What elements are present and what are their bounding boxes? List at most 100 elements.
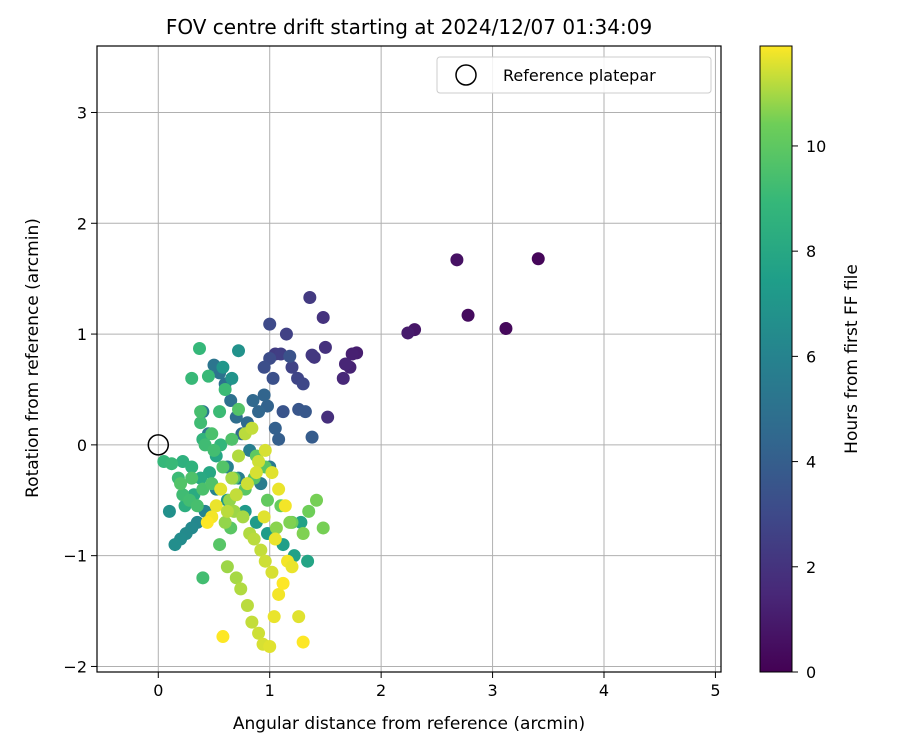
data-point: [279, 327, 293, 341]
data-point: [461, 308, 475, 322]
data-point: [276, 405, 290, 419]
data-point: [316, 521, 330, 535]
colorbar-label: Hours from first FF file: [842, 264, 862, 454]
data-point: [316, 310, 330, 324]
y-tick-label: 3: [77, 103, 87, 122]
colorbar-tick-label: 0: [806, 663, 816, 682]
data-point: [174, 477, 188, 491]
data-point: [236, 510, 250, 524]
data-point: [254, 543, 268, 557]
reference-platepar-marker: [147, 434, 170, 456]
data-point: [214, 482, 228, 496]
data-point: [296, 635, 310, 649]
data-point: [269, 521, 283, 535]
data-point: [220, 560, 234, 574]
data-point: [185, 471, 199, 485]
x-tick-label: 2: [376, 681, 386, 700]
data-point: [263, 317, 277, 331]
data-point: [318, 340, 332, 354]
x-tick-label: 1: [265, 681, 275, 700]
data-point: [258, 554, 272, 568]
data-point: [302, 504, 316, 518]
data-point: [245, 615, 259, 629]
data-point: [193, 341, 207, 355]
data-point: [272, 432, 286, 446]
data-point: [225, 471, 239, 485]
data-point: [401, 326, 415, 340]
data-point: [216, 630, 230, 644]
data-point: [225, 432, 239, 446]
axis-ticks: 0 1 2 3 4 5 −2 −1 0 1 2 3: [63, 103, 720, 700]
y-tick-label: −1: [63, 547, 87, 566]
data-point: [296, 527, 310, 541]
colorbar-tick-label: 6: [806, 347, 816, 366]
data-point: [260, 493, 274, 507]
data-point: [294, 515, 308, 529]
data-point: [296, 377, 310, 391]
data-point: [499, 322, 513, 336]
data-point: [205, 427, 219, 441]
data-point: [272, 587, 286, 601]
legend-entry-reference: Reference platepar: [503, 66, 656, 85]
y-axis-label: Rotation from reference (arcmin): [23, 218, 43, 498]
data-point: [207, 443, 221, 457]
data-point: [240, 599, 254, 613]
data-point: [265, 565, 279, 579]
data-point: [336, 371, 350, 385]
legend-reference-marker: [455, 64, 477, 86]
data-point: [257, 510, 271, 524]
data-point: [252, 454, 266, 468]
data-point: [234, 582, 248, 596]
data-point: [209, 499, 223, 513]
plot-frame: [96, 45, 722, 673]
data-point: [265, 466, 279, 480]
data-point: [194, 471, 208, 485]
data-point: [249, 466, 263, 480]
data-point: [257, 388, 271, 402]
data-point: [220, 504, 234, 518]
data-point: [345, 347, 359, 361]
data-point: [258, 443, 272, 457]
data-point: [278, 499, 292, 513]
data-point: [252, 626, 266, 640]
y-tick-label: −2: [63, 657, 87, 676]
data-point: [276, 576, 290, 590]
data-point: [283, 349, 297, 363]
data-point: [252, 405, 266, 419]
data-point: [165, 457, 179, 471]
colorbar-tick-label: 10: [806, 137, 826, 156]
data-point: [194, 416, 208, 430]
x-axis-label: Angular distance from reference (arcmin): [233, 714, 585, 734]
data-point: [194, 405, 208, 419]
chart-title: FOV centre drift starting at 2024/12/07 …: [166, 15, 652, 39]
y-tick-label: 1: [77, 325, 87, 344]
data-point: [272, 482, 286, 496]
data-point: [285, 360, 299, 374]
data-point: [298, 405, 312, 419]
data-point: [267, 610, 281, 624]
data-point: [266, 371, 280, 385]
data-point: [303, 291, 317, 305]
data-point: [245, 421, 259, 435]
data-point: [232, 402, 246, 416]
x-tick-label: 3: [487, 681, 497, 700]
data-point: [240, 477, 254, 491]
data-point: [216, 360, 230, 374]
x-tick-label: 5: [710, 681, 720, 700]
data-point: [201, 369, 215, 383]
data-point: [247, 532, 261, 546]
data-point: [224, 394, 238, 408]
colorbar-ticks: 0 2 4 6 8 10: [792, 137, 826, 682]
data-point: [257, 360, 271, 374]
data-point: [162, 504, 176, 518]
data-point: [301, 554, 315, 568]
colorbar-tick-label: 2: [806, 558, 816, 577]
data-point: [268, 532, 282, 546]
data-point: [310, 493, 324, 507]
data-point: [190, 499, 204, 513]
data-point: [338, 357, 352, 371]
data-point: [263, 640, 277, 654]
data-point: [196, 571, 210, 585]
data-point: [292, 610, 306, 624]
